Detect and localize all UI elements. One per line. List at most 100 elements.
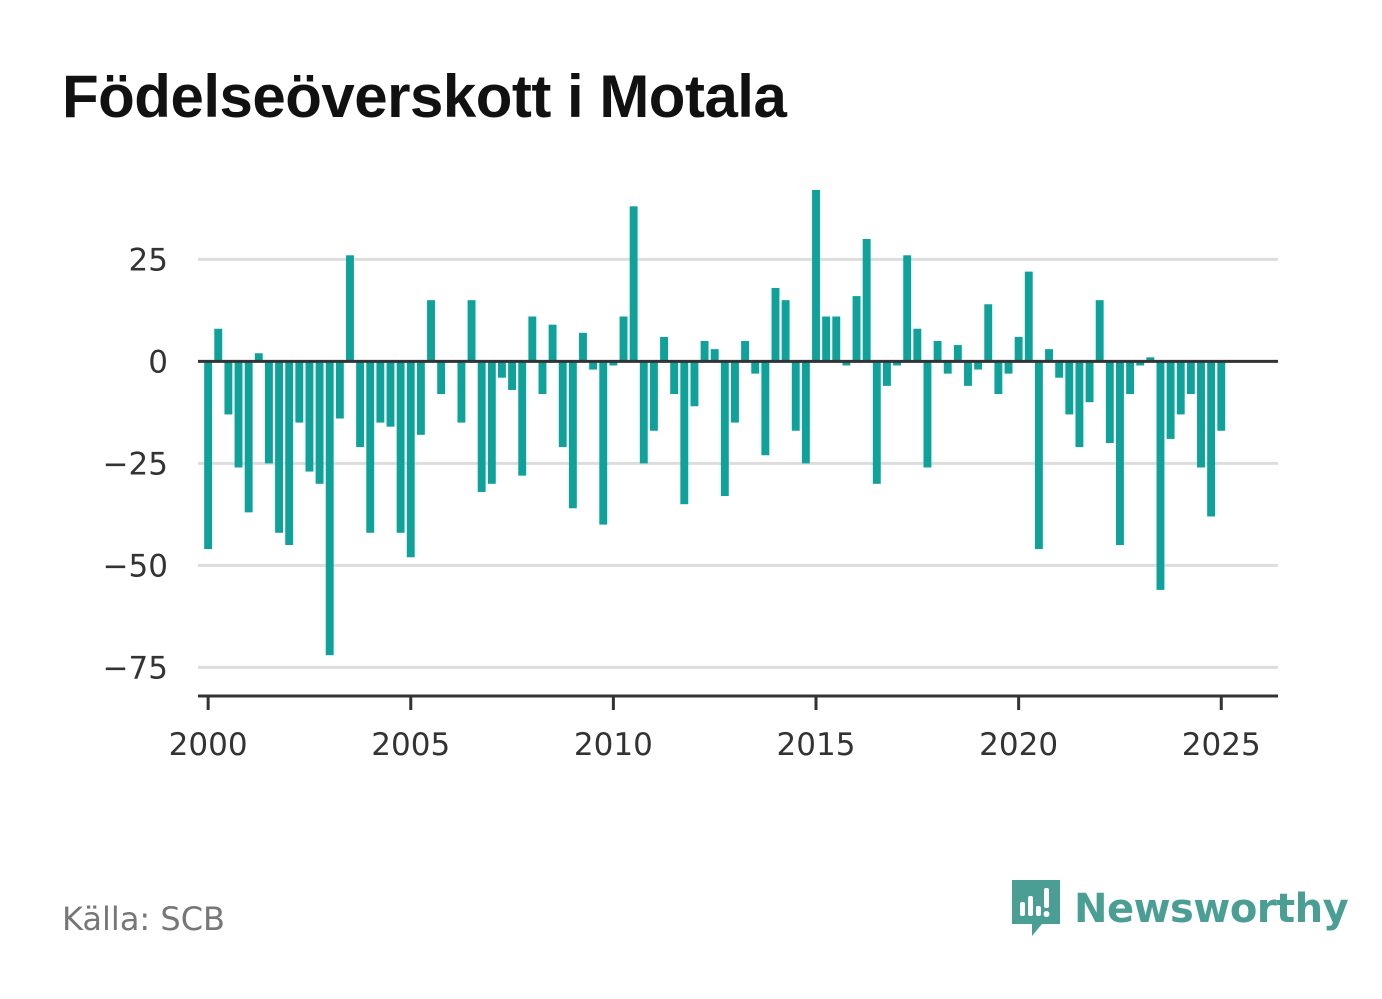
- bar: [467, 300, 476, 362]
- bar: [568, 361, 577, 509]
- bar: [882, 361, 891, 386]
- bar: [285, 361, 294, 546]
- bars: [204, 190, 1226, 656]
- bar: [1197, 361, 1205, 468]
- bar: [528, 316, 537, 362]
- bar-chart: 25 0 −25 −50 −75 2000 2005 2010 2015 2020 2025: [103, 190, 1278, 763]
- bar: [224, 361, 233, 415]
- bar: [933, 340, 942, 362]
- bar: [254, 353, 263, 362]
- bar: [234, 361, 243, 468]
- bar: [791, 361, 800, 431]
- gridlines: [198, 257, 1278, 669]
- bar: [852, 296, 861, 362]
- bar: [1176, 361, 1185, 415]
- bar: [994, 361, 1003, 395]
- bar: [416, 361, 425, 435]
- bar: [497, 361, 506, 378]
- bar: [872, 361, 881, 484]
- bar: [649, 361, 658, 431]
- bar: [477, 361, 486, 492]
- bar: [893, 361, 902, 366]
- bar: [1207, 361, 1216, 517]
- bar: [822, 316, 831, 362]
- bar: [1024, 271, 1033, 362]
- bar: [548, 324, 557, 362]
- x-axis: 2000 2005 2010 2015 2020 2025: [169, 696, 1261, 763]
- bar: [1075, 361, 1084, 448]
- bar: [1186, 361, 1195, 395]
- bar: [214, 328, 223, 362]
- bar: [680, 361, 689, 505]
- bar: [913, 328, 922, 362]
- bar: [832, 316, 841, 362]
- bar: [670, 361, 679, 395]
- bar: [1156, 361, 1165, 590]
- bar: [710, 349, 719, 362]
- bar: [356, 361, 365, 448]
- bar: [295, 361, 304, 423]
- bar: [406, 361, 415, 558]
- bar: [639, 361, 648, 464]
- y-tick-label: 25: [129, 242, 168, 278]
- bar: [315, 361, 324, 484]
- bar: [508, 361, 517, 390]
- bar: [1045, 349, 1053, 362]
- bar: [660, 336, 668, 362]
- bar: [781, 300, 790, 362]
- bar: [1065, 361, 1074, 415]
- bar: [842, 361, 851, 366]
- bar: [964, 361, 972, 386]
- bar: [1146, 357, 1155, 362]
- bar: [862, 238, 871, 362]
- bar: [558, 361, 567, 448]
- bar: [437, 361, 446, 395]
- bar: [1116, 361, 1124, 546]
- bar: [943, 361, 952, 374]
- bar: [700, 340, 709, 362]
- bar: [264, 361, 273, 464]
- bar: [741, 340, 750, 362]
- bar: [579, 332, 587, 362]
- bar: [427, 300, 435, 362]
- bar: [1034, 361, 1043, 550]
- brand-name: Newsworthy: [1074, 886, 1349, 932]
- chart-title: Födelseöverskott i Motala: [62, 63, 787, 130]
- bar: [609, 361, 618, 366]
- bar: [720, 361, 729, 497]
- bar: [366, 361, 375, 533]
- bar: [346, 255, 354, 362]
- x-tick-label: 2005: [371, 727, 450, 763]
- y-axis: 25 0 −25 −50 −75: [103, 242, 168, 686]
- bar: [1095, 300, 1104, 362]
- newsworthy-logo-icon: [1012, 880, 1060, 936]
- bar: [457, 361, 466, 423]
- bar: [376, 361, 385, 423]
- y-tick-label: −50: [103, 548, 168, 584]
- bar: [538, 361, 547, 395]
- bar: [619, 316, 628, 362]
- bar: [487, 361, 496, 484]
- x-tick-label: 2010: [574, 727, 653, 763]
- bar: [1105, 361, 1114, 443]
- bar: [1014, 336, 1023, 362]
- bar: [731, 361, 739, 423]
- bar: [1136, 361, 1145, 366]
- bar: [984, 304, 993, 362]
- bar: [751, 361, 760, 374]
- x-tick-label: 2015: [777, 727, 856, 763]
- bar: [396, 361, 405, 533]
- bar: [953, 345, 962, 362]
- y-tick-label: −75: [103, 650, 168, 686]
- bar: [974, 361, 983, 370]
- bar: [1085, 361, 1094, 403]
- bar: [386, 361, 395, 427]
- bar: [903, 255, 912, 362]
- bar: [1166, 361, 1175, 439]
- bar: [1217, 361, 1226, 431]
- bar: [801, 361, 810, 464]
- newsworthy-logo: Newsworthy: [1010, 878, 1349, 940]
- bar: [589, 361, 598, 370]
- x-tick-label: 2020: [979, 727, 1058, 763]
- bar: [244, 361, 253, 513]
